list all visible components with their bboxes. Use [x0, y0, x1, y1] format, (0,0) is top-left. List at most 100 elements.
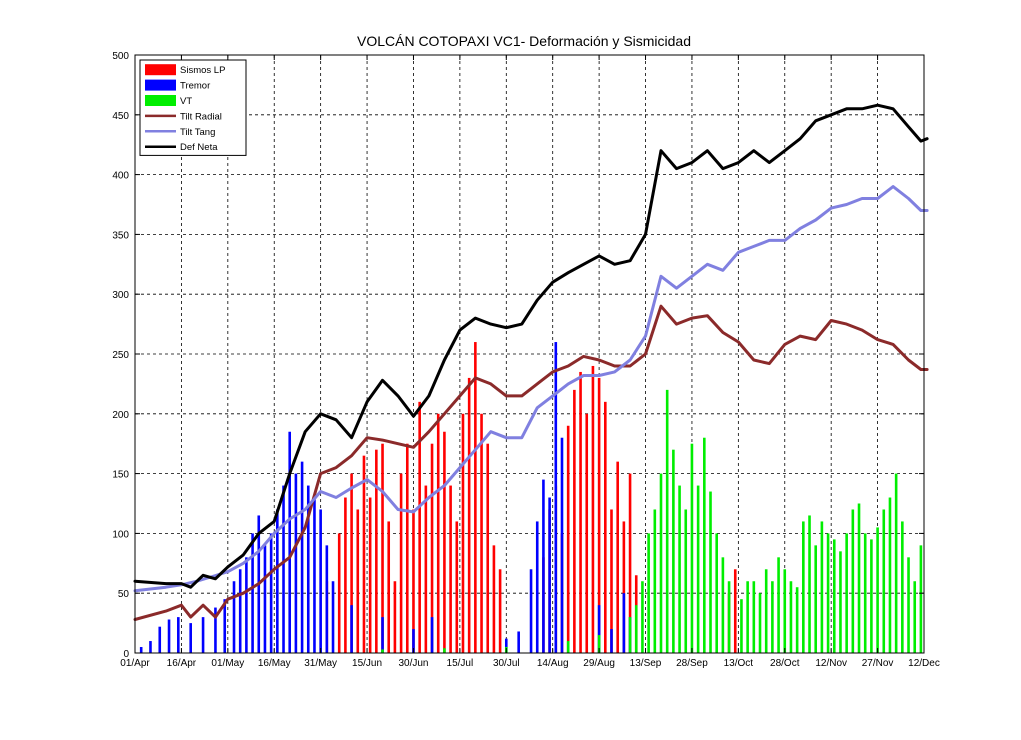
bar — [733, 569, 737, 653]
bar — [604, 401, 607, 653]
y-tick-label: 150 — [112, 470, 129, 481]
bar — [393, 581, 397, 653]
bar — [672, 449, 675, 653]
bar — [387, 521, 391, 653]
bar — [795, 587, 799, 653]
bar — [517, 631, 520, 653]
bar — [443, 431, 446, 653]
legend-swatch — [145, 95, 176, 106]
bar — [313, 497, 316, 653]
bar — [826, 533, 830, 653]
bar — [746, 581, 749, 653]
bar — [783, 569, 787, 653]
bar — [319, 509, 322, 653]
bar — [851, 509, 855, 653]
x-axis: 01/Apr 16/Apr 01/May 16/May 31/May 15/Jun 30/J… — [120, 55, 940, 669]
y-tick-label: 400 — [112, 171, 129, 182]
bar — [201, 617, 205, 653]
legend-swatch — [145, 64, 176, 76]
bar — [907, 557, 910, 653]
bar — [709, 491, 712, 653]
bar — [443, 648, 446, 653]
bar — [232, 581, 236, 653]
bar — [678, 485, 681, 653]
bar — [616, 461, 619, 653]
bar — [189, 623, 192, 653]
bar — [251, 533, 254, 653]
bar — [913, 581, 917, 653]
bar — [566, 425, 570, 653]
bar — [752, 581, 756, 653]
x-tick-label: 16/Apr — [167, 658, 197, 669]
line-layer — [133, 103, 929, 621]
bar — [888, 497, 892, 653]
bar — [665, 389, 669, 653]
x-tick-label: 12/Dec — [908, 658, 940, 669]
x-tick-label: 30/Jun — [398, 658, 428, 669]
bar — [498, 569, 502, 653]
x-tick-label: 27/Nov — [862, 658, 894, 669]
bar — [331, 581, 335, 653]
bar — [634, 605, 638, 653]
bar — [591, 365, 595, 653]
bar — [461, 413, 465, 653]
bar — [306, 485, 310, 653]
bar — [149, 641, 152, 653]
bar — [412, 629, 415, 653]
bar — [381, 617, 384, 653]
bar — [430, 617, 434, 653]
bar — [424, 485, 428, 653]
bar — [276, 509, 279, 653]
bar — [579, 371, 582, 653]
bar — [696, 485, 700, 653]
y-tick-label: 500 — [112, 51, 129, 62]
bar — [492, 545, 496, 653]
legend-label: Tremor — [180, 81, 210, 92]
y-tick-label: 250 — [112, 350, 129, 361]
x-tick-label: 13/Oct — [724, 658, 754, 669]
bar — [337, 533, 341, 653]
bar — [715, 533, 718, 653]
bar — [467, 377, 471, 653]
bar — [381, 443, 384, 653]
bar — [597, 377, 601, 653]
bar — [542, 479, 545, 653]
bar — [802, 521, 805, 653]
bar — [610, 509, 613, 653]
plot-background — [135, 55, 924, 653]
bar — [288, 431, 292, 653]
x-tick-label: 01/Apr — [120, 658, 150, 669]
bar — [721, 557, 725, 653]
bar — [455, 521, 459, 653]
bar — [882, 509, 886, 653]
bar — [300, 461, 304, 653]
legend-label: Def Neta — [180, 142, 218, 153]
y-tick-label: 450 — [112, 111, 129, 122]
bar — [573, 389, 576, 653]
x-tick-label: 15/Jul — [447, 658, 474, 669]
bar — [560, 437, 564, 653]
y-tick-label: 0 — [123, 649, 129, 660]
bar — [350, 473, 353, 653]
bar — [263, 545, 267, 653]
bar — [597, 605, 601, 653]
legend-label: Tilt Radial — [180, 111, 222, 122]
bar — [480, 413, 483, 653]
bar — [430, 443, 434, 653]
bar — [789, 581, 793, 653]
bar — [350, 605, 353, 653]
bar — [845, 533, 848, 653]
chart-title: VOLCÁN COTOPAXI VC1- Deformación y Sismi… — [357, 33, 691, 49]
bar — [167, 619, 171, 653]
series-line — [133, 304, 929, 621]
bar — [857, 503, 861, 653]
bar — [356, 509, 360, 653]
bar — [764, 569, 768, 653]
bar — [368, 497, 372, 653]
bar — [628, 473, 632, 653]
bar — [894, 473, 898, 653]
bar — [269, 533, 273, 653]
bar — [622, 521, 626, 653]
bar — [474, 342, 477, 653]
bar — [486, 443, 490, 653]
